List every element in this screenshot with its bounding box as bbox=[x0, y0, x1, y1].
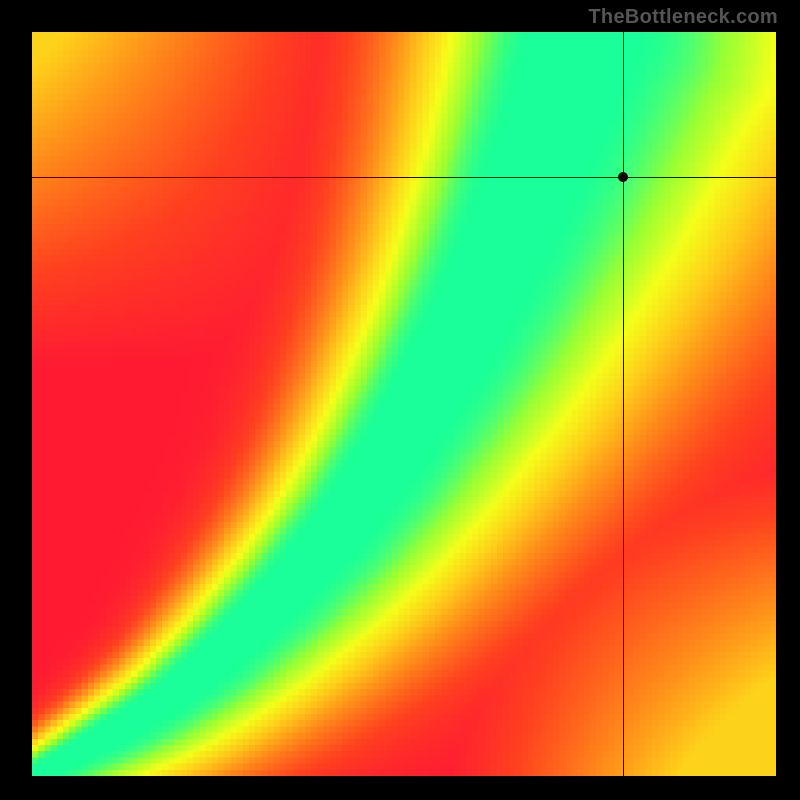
crosshair-marker bbox=[618, 172, 628, 182]
heatmap-plot bbox=[32, 32, 776, 776]
crosshair-horizontal bbox=[32, 177, 776, 178]
heatmap-canvas bbox=[32, 32, 776, 776]
crosshair-vertical bbox=[623, 32, 624, 776]
chart-container: TheBottleneck.com bbox=[0, 0, 800, 800]
watermark-text: TheBottleneck.com bbox=[588, 6, 778, 29]
